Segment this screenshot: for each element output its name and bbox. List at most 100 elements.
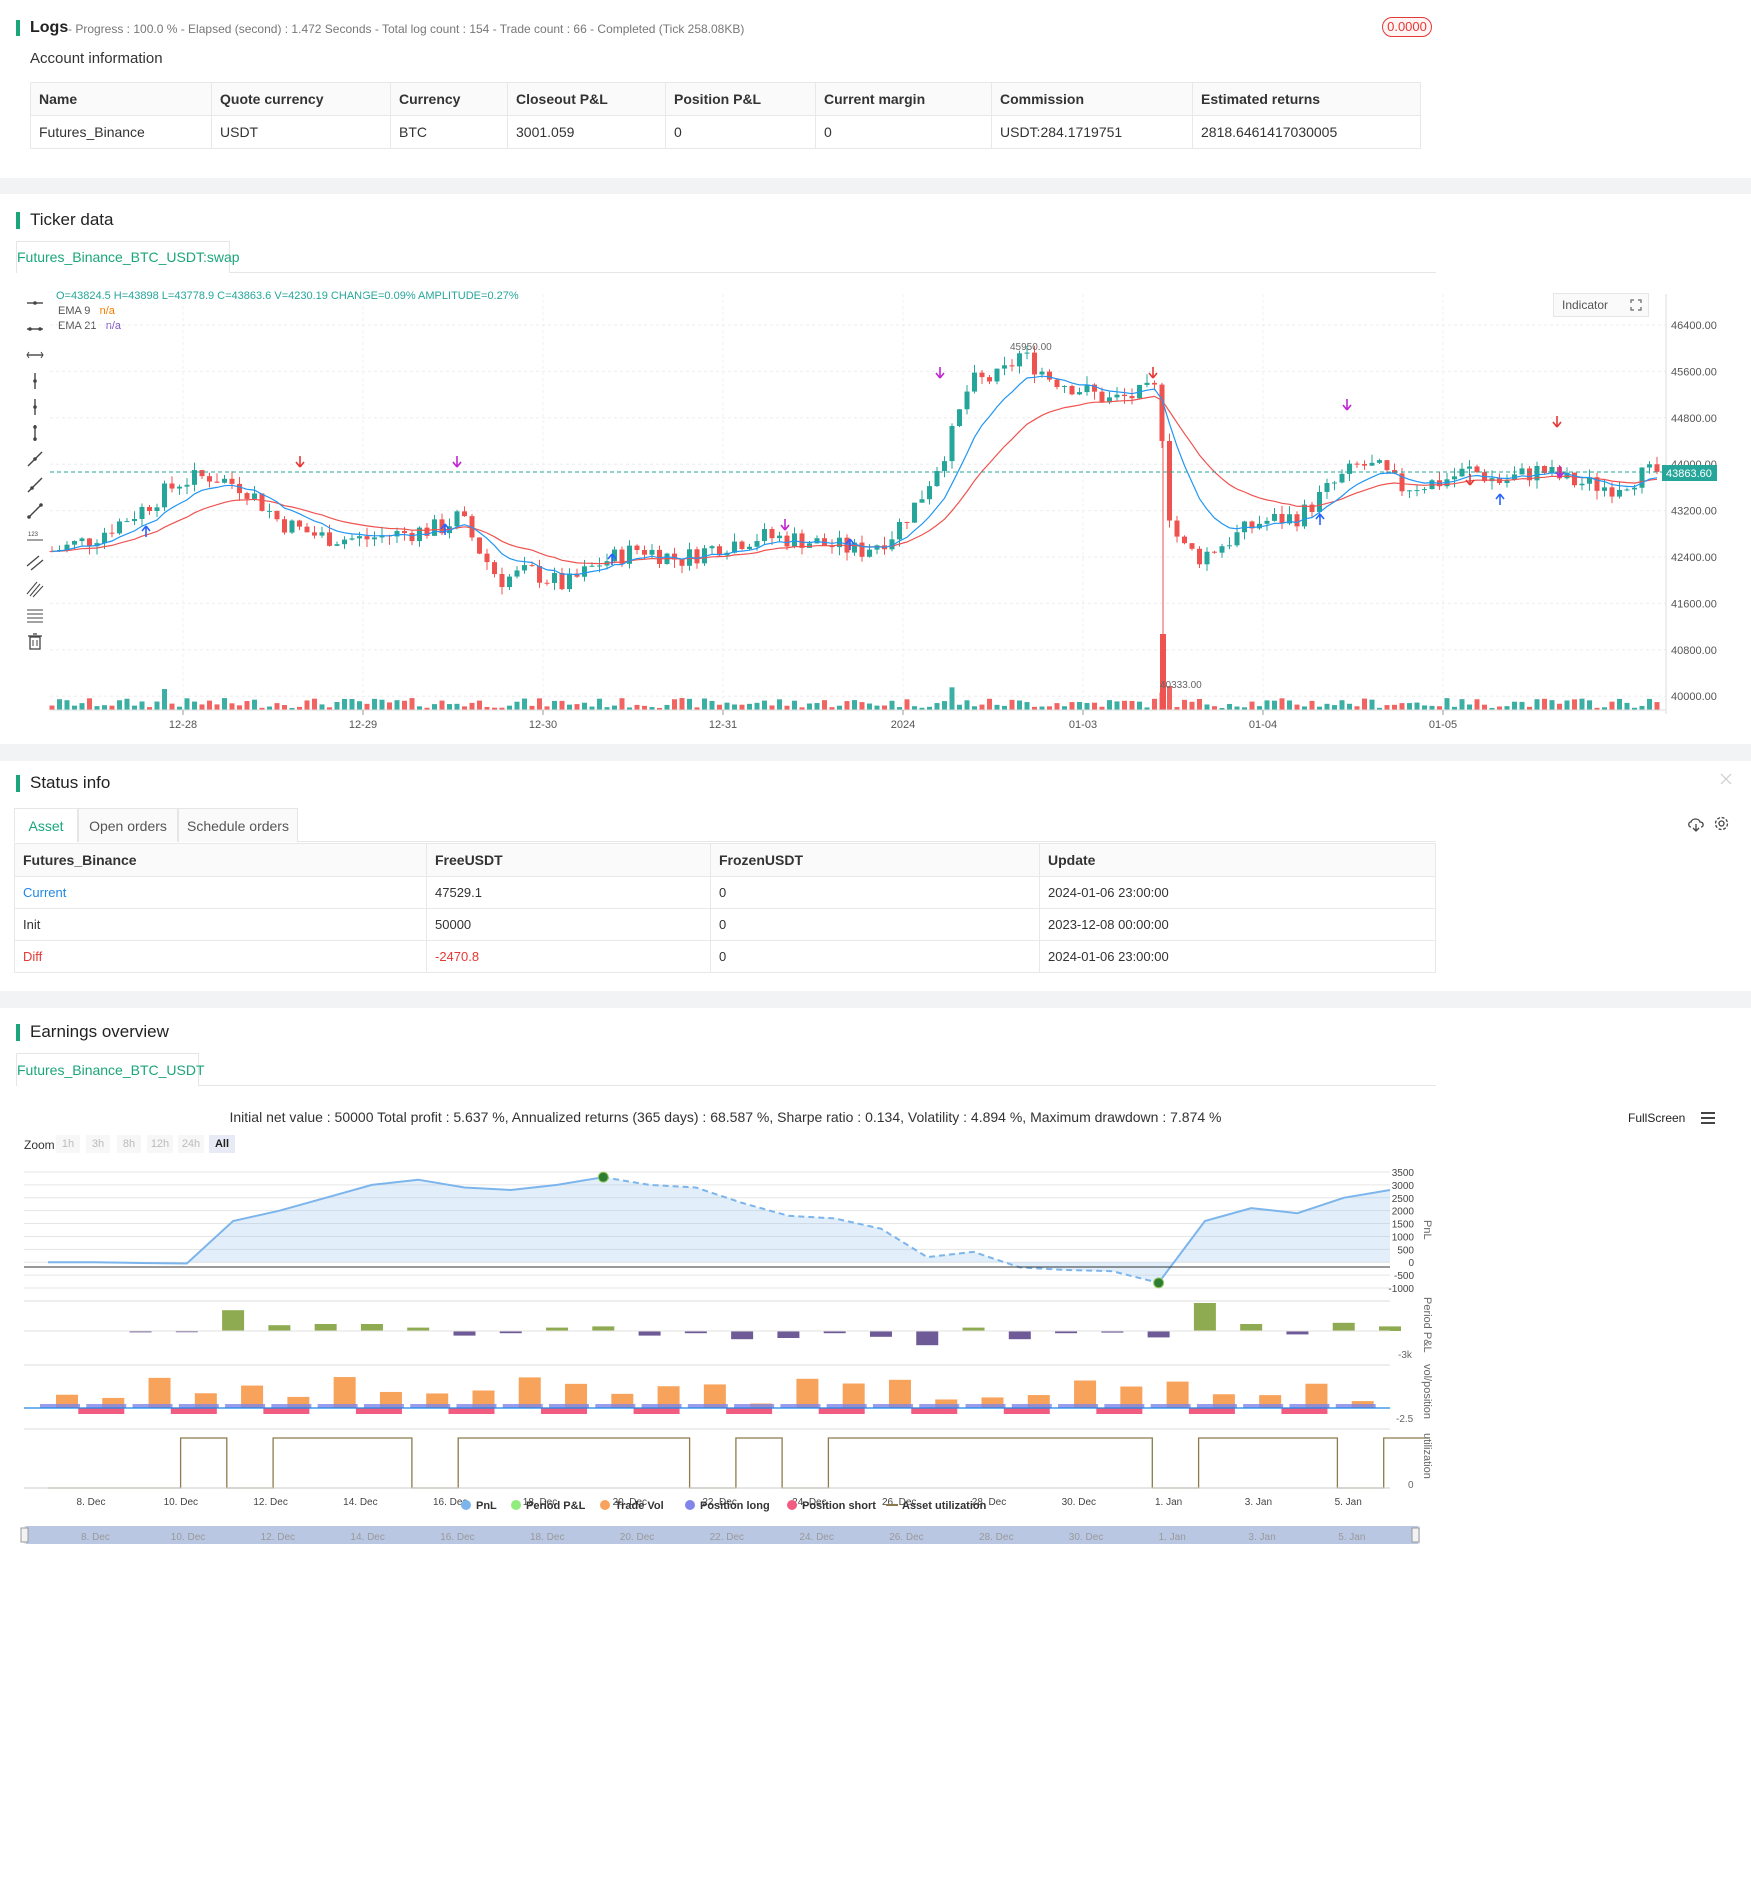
candle-body: [567, 573, 572, 590]
candle-body: [597, 565, 602, 567]
volume-bar: [1369, 699, 1375, 710]
account-cell: USDT: [211, 115, 391, 149]
zoom-button-1h[interactable]: 1h: [56, 1135, 80, 1153]
svg-text:123: 123: [28, 532, 39, 538]
tab-asset[interactable]: Asset: [14, 808, 78, 842]
earnings-time-tick: 12. Dec: [253, 1497, 287, 1508]
zoom-button-12h[interactable]: 12h: [147, 1135, 173, 1153]
navigator-tick: 1. Jan: [1159, 1532, 1186, 1543]
tab-earnings-symbol[interactable]: Futures_Binance_BTC_USDT: [16, 1053, 205, 1086]
parallel-channel-tool-icon[interactable]: [26, 554, 44, 572]
trash-icon[interactable]: [26, 632, 44, 650]
candlestick-chart[interactable]: 46400.0045600.0044800.0044000.0043200.00…: [0, 194, 1751, 744]
navigator-handle-left[interactable]: [20, 1527, 29, 1543]
zoom-button-8h[interactable]: 8h: [117, 1135, 141, 1153]
settings-gear-icon[interactable]: [1713, 815, 1730, 832]
navigator-selection[interactable]: [26, 1526, 1418, 1544]
zoom-button-24h[interactable]: 24h: [178, 1135, 204, 1153]
volume-bar: [709, 700, 715, 710]
buy-signal-arrow: [1315, 513, 1325, 525]
candle-body: [1594, 477, 1600, 491]
volume-bar: [1384, 705, 1390, 710]
position-long-bar: [1243, 1404, 1284, 1408]
candle-body: [1107, 397, 1112, 403]
ema21-value: n/a: [105, 320, 121, 332]
asset-cell: 50000: [426, 908, 711, 941]
asset-header: FreeUSDT: [426, 843, 711, 877]
candle-body: [1414, 490, 1420, 492]
tab-schedule-orders[interactable]: Schedule orders: [178, 808, 298, 842]
candle-body: [1632, 487, 1637, 490]
horizontal-levels-tool-icon[interactable]: [26, 606, 44, 624]
trend-line-tool-icon[interactable]: [26, 450, 44, 468]
cloud-download-icon[interactable]: [1687, 816, 1705, 832]
candle-body: [394, 531, 400, 537]
volume-bar: [1234, 706, 1240, 710]
volume-bar: [1084, 702, 1090, 710]
volume-bar: [1519, 701, 1525, 710]
position-short-bar: [541, 1408, 588, 1414]
candle-body: [499, 574, 505, 588]
vertical-segment-tool-icon[interactable]: [26, 424, 44, 442]
menu-icon[interactable]: [1700, 1111, 1716, 1125]
zoom-button-3h[interactable]: 3h: [86, 1135, 110, 1153]
vertical-line-tool-icon[interactable]: [26, 372, 44, 390]
volume-bar: [1617, 698, 1622, 710]
candle-body: [957, 409, 962, 427]
account-cell: 3001.059: [507, 115, 666, 149]
volume-bar: [732, 704, 737, 710]
zoom-button-all[interactable]: All: [209, 1135, 235, 1153]
expand-icon[interactable]: [1630, 299, 1642, 311]
position-long-bar: [1104, 1404, 1145, 1408]
horizontal-segment-tool-icon[interactable]: [26, 346, 44, 364]
price-label-tool-icon[interactable]: 123: [26, 528, 44, 546]
volume-bar: [694, 707, 700, 710]
volume-bar: [394, 700, 400, 710]
segment-tool-icon[interactable]: [26, 502, 44, 520]
asset-cell: 47529.1: [426, 876, 711, 909]
horizontal-line-tool-icon[interactable]: [26, 294, 44, 312]
vertical-ray-tool-icon[interactable]: [26, 398, 44, 416]
volume-bar: [994, 704, 1000, 710]
ticker-title: Ticker data: [16, 210, 113, 230]
close-signal-arrow: [935, 367, 945, 379]
candle-body: [109, 532, 115, 534]
low-price-label: 40333.00: [1160, 680, 1202, 691]
candle-body: [72, 541, 77, 545]
horizontal-ray-tool-icon[interactable]: [26, 320, 44, 338]
volume-bar: [417, 706, 422, 710]
indicator-button-label: Indicator: [1562, 298, 1609, 312]
candle-body: [1572, 472, 1577, 486]
tab-ticker-symbol[interactable]: Futures_Binance_BTC_USDT:swap: [16, 241, 240, 273]
candle-body: [139, 506, 145, 519]
indicator-button[interactable]: Indicator: [1553, 293, 1649, 317]
earnings-time-axis: 8. Dec 10. Dec 12. Dec 14. Dec 16. Dec 18. De…: [77, 1497, 1362, 1508]
volume-bar: [424, 707, 430, 710]
fullscreen-button[interactable]: FullScreen: [1628, 1111, 1685, 1125]
navigator-handle-right[interactable]: [1411, 1527, 1420, 1543]
volume-bar: [1609, 701, 1615, 710]
volume-bar: [942, 701, 947, 710]
tab-open-orders[interactable]: Open orders: [78, 808, 178, 842]
close-icon[interactable]: [1720, 773, 1732, 785]
period-loss-bar: [823, 1331, 846, 1334]
candle-body: [1249, 521, 1255, 529]
legend-label: Position short: [802, 1500, 876, 1512]
candle-body: [1114, 394, 1120, 398]
position-long-bar: [410, 1404, 451, 1408]
candle-body: [657, 549, 662, 564]
vol-panel-label: vol/position: [1421, 1364, 1433, 1419]
volume-bar: [747, 703, 752, 710]
volume-bar: [1467, 704, 1472, 710]
asset-header: FrozenUSDT: [710, 843, 1040, 877]
time-tick-label: 01-05: [1429, 719, 1457, 731]
candle-body: [927, 486, 932, 500]
volume-bar: [1564, 700, 1570, 710]
volume-bar: [574, 704, 580, 710]
ray-line-tool-icon[interactable]: [26, 476, 44, 494]
volume-bar: [484, 706, 490, 710]
ema9-line: [51, 375, 1658, 576]
time-axis: 12-28 12-29 12-30 12-31 2024 01-03 01-04 01-05: [169, 710, 1457, 731]
fibonacci-tool-icon[interactable]: [26, 580, 44, 598]
